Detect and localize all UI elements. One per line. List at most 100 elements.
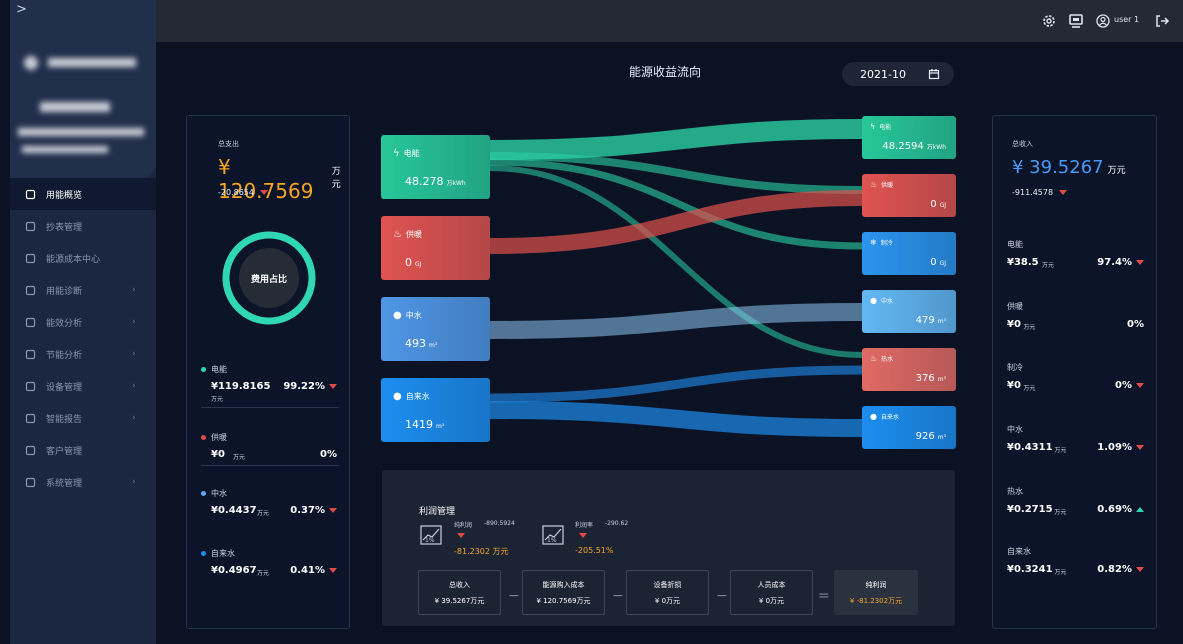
expense-item-value: ¥0.4967 [211, 565, 257, 576]
income-title: 总收入 [1012, 140, 1033, 148]
flow-node[interactable]: ● 自来水 926 m³ [862, 406, 956, 449]
formula-term-value: ¥ 39.5267万元 [434, 597, 485, 605]
sidebar-toggle-button[interactable]: > [16, 2, 27, 17]
pulse-icon [24, 284, 36, 296]
sidebar-item-label: 抄表管理 [46, 222, 83, 233]
income-item: 自来水 ¥0.3241 万元 0.82% [993, 546, 1158, 586]
sidebar-item-6[interactable]: 设备管理 › [10, 370, 156, 402]
chevron-right-icon: › [132, 477, 136, 487]
income-item-name: 热水 [1007, 487, 1023, 496]
profit-chart-icon: 1% [420, 525, 442, 545]
legend-dot [201, 367, 206, 372]
chevron-right-icon: › [132, 381, 136, 391]
income-amount: ¥ 39.5267 [1012, 157, 1104, 178]
sidebar-item-2[interactable]: 能源成本中心 [10, 242, 156, 274]
flow-node-header: ♨ 热水 [870, 354, 893, 363]
trend-down-icon [329, 568, 337, 573]
income-change-value: -911.4578 [1012, 188, 1054, 197]
formula-term-label: 总收入 [449, 581, 470, 589]
sidebar: > 用能概览 抄表管理 能源成本中心 用能诊断 › 能效分析 › 节能分析 › 设备管理 › 智能报告… [10, 0, 156, 644]
chevron-right-icon: › [132, 413, 136, 423]
leaf-icon [24, 348, 36, 360]
flow-heating-heating [489, 190, 863, 254]
flow-node-header: ♨ 供暖 [393, 229, 422, 240]
formula-term-value: ¥ 0万元 [654, 597, 681, 605]
formula-term: 设备折损 ¥ 0万元 [626, 570, 709, 615]
flow-node-amount: 376 [915, 373, 935, 384]
income-item: 供暖 ¥0 万元 0% [993, 301, 1158, 341]
flow-node[interactable]: ❄ 制冷 0 GJ [862, 232, 956, 275]
expense-item-unit: 万元 [257, 510, 270, 517]
income-item-unit: 万元 [1023, 385, 1036, 392]
expense-item: 中水 ¥0.4437 万元 0.37% [187, 488, 351, 548]
flow-node-header: ❄ 制冷 [870, 238, 893, 247]
flow-node-name: 电能 [879, 124, 892, 131]
settings-icon[interactable] [1041, 13, 1057, 29]
sidebar-item-5[interactable]: 节能分析 › [10, 338, 156, 370]
income-item: 电能 ¥38.5 万元 97.4% [993, 239, 1158, 279]
heat-icon: ♨ [870, 180, 878, 189]
income-panel: 总收入 ¥ 39.5267 万元 -911.4578 电能 ¥38.5 万元 97.4… [992, 115, 1157, 629]
flow-node-unit: m³ [937, 376, 946, 383]
flow-node[interactable]: ● 中水 493 m³ [381, 297, 490, 361]
sidebar-item-8[interactable]: 客户管理 [10, 434, 156, 466]
income-item: 中水 ¥0.4311 万元 1.09% [993, 424, 1158, 464]
sidebar-item-9[interactable]: 系统管理 › [10, 466, 156, 498]
flow-node-unit: m³ [429, 342, 438, 349]
sidebar-item-4[interactable]: 能效分析 › [10, 306, 156, 338]
income-item-value: ¥0.3241 [1007, 564, 1053, 575]
sidebar-item-1[interactable]: 抄表管理 [10, 210, 156, 242]
flow-node[interactable]: ♨ 热水 376 m³ [862, 348, 956, 391]
flow-node-unit: GJ [939, 260, 946, 267]
flow-node-name: 中水 [880, 298, 893, 305]
monitor-icon[interactable] [1068, 13, 1084, 29]
income-item-value: ¥38.5 [1007, 257, 1039, 268]
income-unit: 万元 [1107, 166, 1126, 176]
logout-icon[interactable] [1154, 13, 1170, 29]
margin-change: -290.62 [605, 520, 629, 527]
snow-icon: ❄ [870, 238, 877, 247]
flow-node-header: ● 中水 [393, 310, 422, 321]
sidebar-item-label: 客户管理 [46, 446, 83, 457]
expense-item-pct: 0.41% [290, 565, 325, 576]
flow-node-unit: m³ [436, 423, 445, 430]
sidebar-item-label: 智能报告 [46, 414, 83, 425]
user-icon[interactable] [1095, 13, 1111, 29]
flow-node-header: ● 自来水 [870, 412, 899, 421]
flow-node[interactable]: ● 自来水 1419 m³ [381, 378, 490, 442]
income-total: ¥ 39.5267 万元 [1012, 157, 1126, 178]
sidebar-item-3[interactable]: 用能诊断 › [10, 274, 156, 306]
income-change: -911.4578 [1012, 188, 1068, 197]
sidebar-item-7[interactable]: 智能报告 › [10, 402, 156, 434]
username-label[interactable]: user 1 [1114, 15, 1140, 24]
income-item-unit: 万元 [1023, 324, 1036, 331]
income-item-name: 供暖 [1007, 302, 1023, 311]
flow-node[interactable]: ϟ 电能 48.278 万kWh [381, 135, 490, 199]
bolt-icon: ϟ [870, 122, 876, 131]
formula-term-value: ¥ 0万元 [758, 597, 785, 605]
report-icon [24, 412, 36, 424]
flow-node[interactable]: ♨ 供暖 0 GJ [381, 216, 490, 280]
expense-item-name: 中水 [211, 489, 227, 498]
margin-chart-icon: 1% [542, 525, 564, 545]
flow-tap-tap [489, 401, 863, 437]
formula-term: 总收入 ¥ 39.5267万元 [418, 570, 501, 615]
sidebar-item-label: 用能概览 [46, 190, 83, 201]
flow-node-value: 1419 m³ [405, 418, 444, 431]
sidebar-item-0[interactable]: 用能概览 [10, 178, 156, 210]
expense-item-unit: 万元 [257, 570, 270, 577]
formula-term-value: ¥ 120.7569万元 [536, 597, 591, 605]
flow-node[interactable]: ♨ 供暖 0 GJ [862, 174, 956, 217]
flow-electric-electric [489, 119, 863, 160]
calendar-icon [928, 69, 940, 80]
cost-ratio-ring [222, 231, 316, 325]
income-item-name: 制冷 [1007, 363, 1023, 372]
page-title: 能源收益流向 [628, 65, 701, 79]
month-picker[interactable]: 2021-10 [842, 62, 954, 86]
flow-node[interactable]: ϟ 电能 48.2594 万kWh [862, 116, 956, 159]
trend-down-icon [329, 384, 337, 389]
flow-node[interactable]: ● 中水 479 m³ [862, 290, 956, 333]
flow-reclaimed-reclaimed [489, 303, 863, 339]
flow-node-unit: m³ [937, 318, 946, 325]
trend-down-icon [457, 533, 465, 538]
